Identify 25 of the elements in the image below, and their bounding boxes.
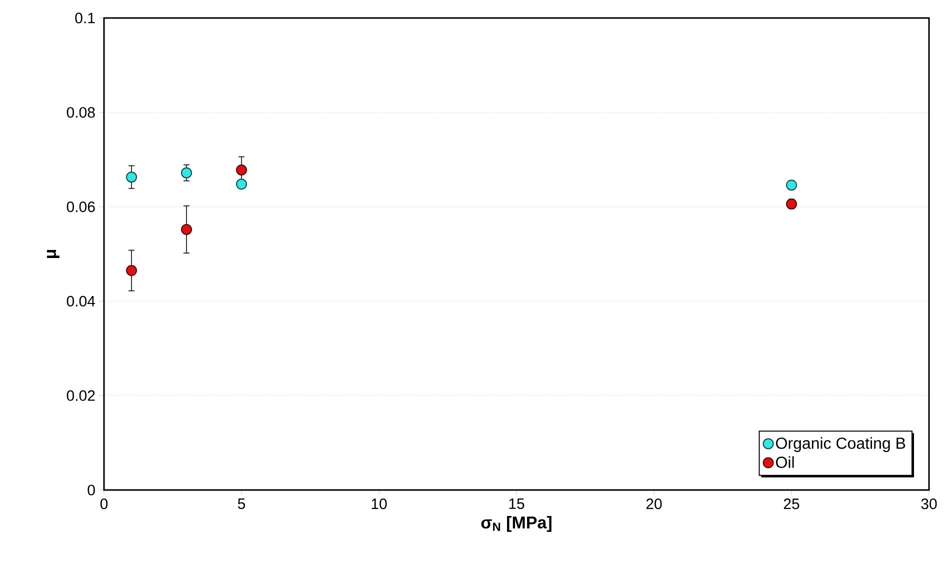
y-tick-label: 0.1	[75, 12, 95, 24]
x-tick-label: 25	[784, 498, 800, 510]
point	[126, 172, 137, 183]
y-tick-label: 0	[88, 484, 95, 496]
y-axis-title: μ	[46, 250, 60, 258]
y-tick-label: 0.04	[66, 296, 96, 307]
x-tick-label: 0	[100, 498, 108, 510]
x-tick-label: 30	[921, 498, 937, 510]
x-tick-label: 15	[509, 498, 524, 509]
point	[786, 180, 798, 191]
x-axis-title: σ$_{N}$ [MPa]	[481, 516, 552, 532]
x-tick-label: 5	[238, 498, 246, 509]
y-tick-label: 0.06	[66, 201, 95, 212]
x-tick-label: 20	[646, 498, 662, 510]
x-tick-label: 10	[372, 498, 387, 510]
point	[236, 178, 248, 190]
legend-label: Organic Coating B	[776, 437, 906, 452]
point	[126, 265, 137, 276]
point	[181, 167, 192, 178]
legend-label: Oil	[776, 456, 794, 468]
point	[236, 164, 248, 176]
point	[181, 224, 192, 235]
y-tick-label: 0.02	[66, 390, 95, 401]
point	[786, 198, 798, 210]
y-tick-label: 0.08	[66, 107, 95, 118]
